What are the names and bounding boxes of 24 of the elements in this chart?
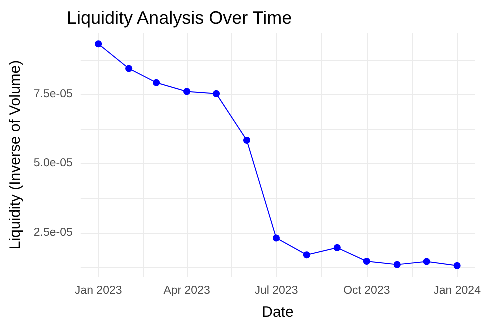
y-axis-title: Liquidity (Inverse of Volume): [7, 60, 24, 250]
x-tick-label: Oct 2023: [344, 285, 390, 297]
point: [184, 88, 191, 96]
point: [95, 40, 102, 48]
point: [394, 261, 401, 268]
point: [423, 258, 430, 266]
point: [303, 252, 310, 259]
point: [213, 90, 220, 98]
point: [454, 262, 461, 270]
point: [363, 258, 370, 265]
point: [153, 79, 160, 86]
point: [334, 244, 341, 252]
x-axis-title: Date: [262, 304, 294, 321]
point: [244, 136, 250, 144]
x-tick-label: Apr 2023: [164, 285, 210, 297]
chart-title: Liquidity Analysis Over Time: [67, 8, 292, 28]
x-tick-label: Jan 2024: [434, 285, 482, 297]
y-tick-label: 7.5e-05: [34, 88, 73, 100]
x-tick-label: Jan 2023: [74, 285, 122, 297]
x-tick-label: Jul 2023: [254, 285, 298, 297]
y-tick-label: 2.5e-05: [34, 226, 73, 239]
point: [272, 234, 280, 242]
y-tick-label: 5.0e-05: [34, 158, 73, 170]
point: [126, 65, 133, 72]
